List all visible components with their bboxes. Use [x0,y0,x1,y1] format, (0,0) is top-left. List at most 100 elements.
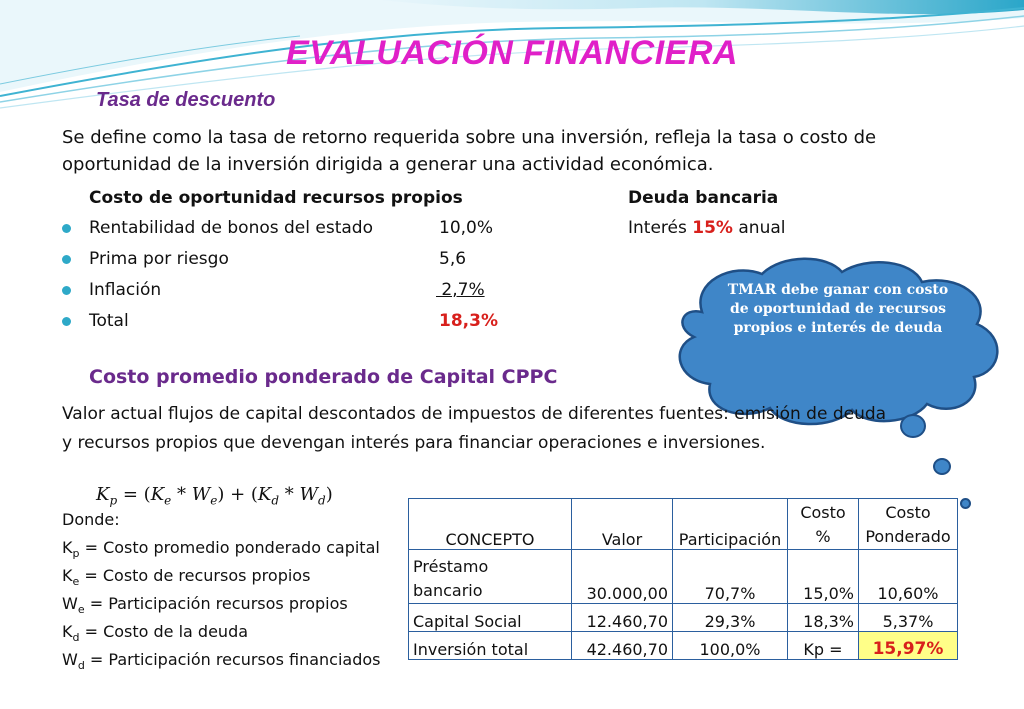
formula-subscript: e [210,493,218,508]
concept-line2: bancario [413,581,483,600]
cppc-line-2: y recursos propios que devengan interés … [62,433,766,453]
cell-kp-label: Kp = [787,631,859,660]
bullet-icon [62,317,71,326]
cell-weighted: 5,37% [858,603,958,632]
header-weighted-line1: Costo [885,503,931,522]
cell-weighted: 10,60% [858,549,958,604]
header-concept: CONCEPTO [408,498,572,550]
cell-concept: Préstamo bancario [408,549,572,604]
cell-cost: 15,0% [787,549,859,604]
table-row: Inversión total 42.460,70 100,0% Kp = 15… [408,631,958,660]
bank-interest-line: Interés 15% anual [628,215,785,242]
header-weighted: Costo Ponderado [858,498,958,550]
header-share: Participación [672,498,788,550]
cell-share: 70,7% [672,549,788,604]
def-symbol: W [62,650,78,669]
formula-subscript: p [109,493,118,508]
thought-bubble-icon [960,498,971,509]
interest-rate: 15% [692,218,733,238]
header-value: Valor [571,498,673,550]
item-label: Prima por riesgo [89,249,229,269]
definition-item: Ke = Costo de recursos propios [62,562,310,596]
def-text: = Costo de la deuda [79,622,249,641]
def-subscript: d [72,631,80,645]
table-row: Préstamo bancario 30.000,00 70,7% 15,0% 1… [408,549,958,604]
section-subtitle: Tasa de descuento [96,89,276,111]
bullet-icon [62,255,71,264]
def-symbol: K [62,538,73,557]
bank-debt-heading: Deuda bancaria [628,188,779,208]
interest-suffix: anual [738,218,786,238]
formula-operator: * [171,484,192,505]
formula-symbol: K [257,484,272,505]
formula-symbol: K [150,484,165,505]
definition-item: Kd = Costo de la deuda [62,618,248,652]
def-symbol: K [62,566,73,585]
capital-cost-table: CONCEPTO Valor Participación Costo% Cost… [408,498,958,660]
cell-share: 100,0% [672,631,788,660]
header-weighted-line2: Ponderado [865,527,951,546]
definitions-intro: Donde: [62,510,120,529]
formula-operator: ) + ( [217,484,258,505]
header-cost-line1: Costo [800,503,846,522]
def-symbol: K [62,622,73,641]
formula-operator: = ( [117,484,151,505]
formula-symbol: W [191,484,211,505]
header-cost-line2: % [815,527,831,546]
cppc-heading: Costo promedio ponderado de Capital CPPC [89,366,558,388]
cell-value: 12.460,70 [571,603,673,632]
cell-cost: 18,3% [787,603,859,632]
item-label: Rentabilidad de bonos del estado [89,218,373,238]
cell-concept: Inversión total [408,631,572,660]
def-text: = Costo de recursos propios [79,566,311,585]
interest-prefix: Interés [628,218,687,238]
def-subscript: p [72,547,80,561]
formula-operator: * [279,484,300,505]
formula-subscript: d [318,493,326,508]
header-waves-decoration [0,0,1024,109]
formula-symbol: W [299,484,319,505]
definition-item: We = Participación recursos propios [62,590,348,624]
header-cost: Costo% [787,498,859,550]
formula-subscript: d [271,493,280,508]
bullet-icon [62,224,71,233]
intro-line-1: Se define como la tasa de retorno requer… [62,127,877,148]
definition-item: Kp = Costo promedio ponderado capital [62,534,380,568]
cell-share: 29,3% [672,603,788,632]
def-text: = Participación recursos financiados [84,650,381,669]
def-text: = Costo promedio ponderado capital [79,538,380,557]
def-text: = Participación recursos propios [84,594,348,613]
slide-title: EVALUACIÓN FINANCIERA [286,34,738,72]
definition-item: Wd = Participación recursos financiados [62,646,381,680]
thought-bubble-icon [933,458,951,475]
def-subscript: d [77,659,85,673]
def-subscript: e [77,603,85,617]
cppc-formula: Kp = (Ke * We) + (Kd * Wd) [96,484,333,508]
table-row: Capital Social 12.460,70 29,3% 18,3% 5,3… [408,603,958,632]
item-label: Total [89,311,129,331]
concept-line1: Préstamo [413,557,489,576]
item-value: 2,7% [436,280,485,300]
formula-symbol: K [96,484,110,505]
cell-concept: Capital Social [408,603,572,632]
formula-subscript: e [164,493,172,508]
cell-value: 30.000,00 [571,549,673,604]
intro-line-2: oportunidad de la inversión dirigida a g… [62,154,714,175]
bullet-icon [62,286,71,295]
own-resources-heading: Costo de oportunidad recursos propios [89,188,463,208]
thought-cloud-shape [678,257,999,426]
table-header-row: CONCEPTO Valor Participación Costo% Cost… [408,498,958,550]
cppc-line-1: Valor actual flujos de capital descontad… [62,404,887,424]
item-value: 5,6 [439,249,467,269]
thought-bubble-icon [900,414,926,438]
def-subscript: e [72,575,80,589]
item-label: Inflación [89,280,162,300]
cloud-note: TMAR debe ganar con costo de oportunidad… [727,282,949,336]
item-value: 10,0% [439,218,494,238]
cell-kp-result: 15,97% [858,631,958,660]
total-value: 18,3% [439,311,498,331]
def-symbol: W [62,594,78,613]
cell-value: 42.460,70 [571,631,673,660]
formula-operator: ) [325,484,333,505]
